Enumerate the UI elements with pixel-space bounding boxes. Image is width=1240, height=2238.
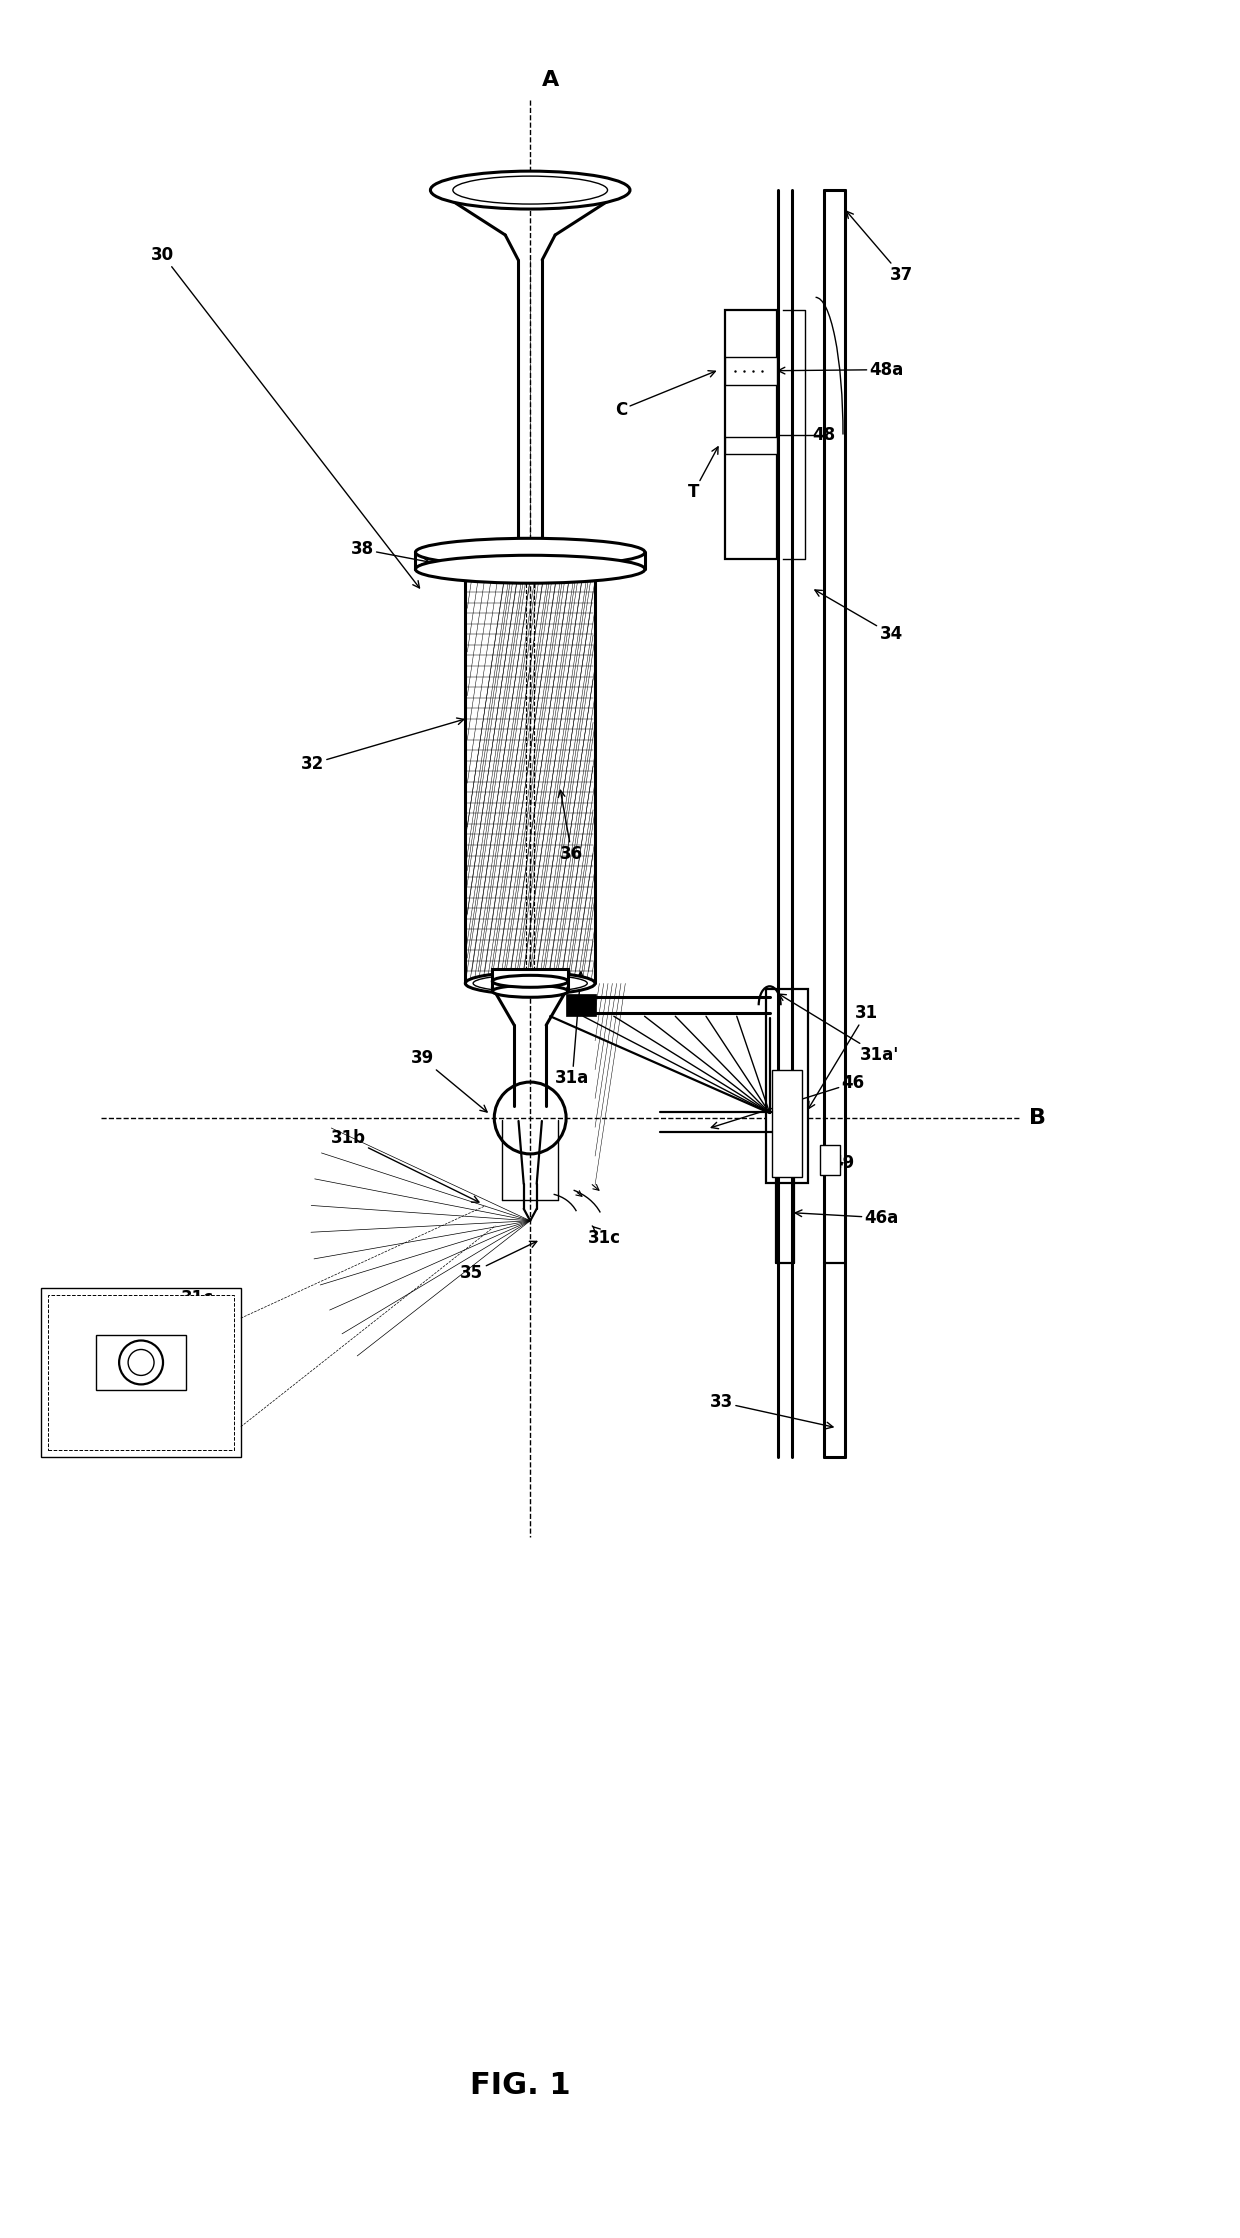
- Text: C: C: [615, 372, 715, 419]
- Text: 34: 34: [815, 591, 903, 642]
- Text: 46: 46: [712, 1074, 864, 1128]
- Text: 35: 35: [460, 1242, 537, 1282]
- Text: 31a': 31a': [779, 994, 899, 1063]
- Bar: [567, 994, 596, 1016]
- Text: T: T: [688, 448, 718, 501]
- Text: 31c: 31c: [588, 1226, 621, 1247]
- Ellipse shape: [415, 539, 645, 566]
- Text: B: B: [1029, 1108, 1047, 1128]
- Text: 31b: 31b: [331, 1128, 479, 1202]
- Bar: [492, 969, 568, 991]
- Ellipse shape: [492, 985, 568, 998]
- Bar: [41, 1287, 241, 1457]
- Bar: [724, 356, 776, 385]
- Bar: [724, 309, 776, 560]
- Bar: [765, 989, 807, 1184]
- Ellipse shape: [453, 177, 608, 204]
- Text: 36: 36: [558, 790, 583, 862]
- Bar: [771, 1070, 801, 1177]
- Text: 31: 31: [808, 1005, 878, 1108]
- Text: 49: 49: [831, 1155, 854, 1173]
- Text: 37: 37: [847, 210, 913, 284]
- Ellipse shape: [492, 976, 568, 987]
- Text: FIG. 1: FIG. 1: [470, 2072, 570, 2099]
- Text: 31c: 31c: [78, 1289, 215, 1316]
- Text: 32: 32: [301, 718, 464, 772]
- Text: 48: 48: [812, 425, 836, 443]
- Bar: [48, 1294, 234, 1450]
- Ellipse shape: [415, 555, 645, 584]
- Bar: [724, 436, 776, 454]
- Ellipse shape: [474, 976, 588, 991]
- Text: 38: 38: [351, 539, 429, 564]
- Bar: [97, 1336, 186, 1390]
- Text: 48a: 48a: [779, 360, 904, 378]
- Text: 39: 39: [410, 1050, 487, 1112]
- Ellipse shape: [474, 551, 588, 568]
- Ellipse shape: [430, 170, 630, 208]
- Ellipse shape: [465, 548, 595, 571]
- Text: 30: 30: [151, 246, 419, 589]
- Bar: [820, 1146, 839, 1175]
- Text: 33: 33: [709, 1394, 833, 1428]
- Text: A: A: [542, 69, 559, 90]
- Text: 31a: 31a: [556, 971, 589, 1088]
- Ellipse shape: [465, 971, 595, 994]
- Text: 46a: 46a: [795, 1209, 899, 1226]
